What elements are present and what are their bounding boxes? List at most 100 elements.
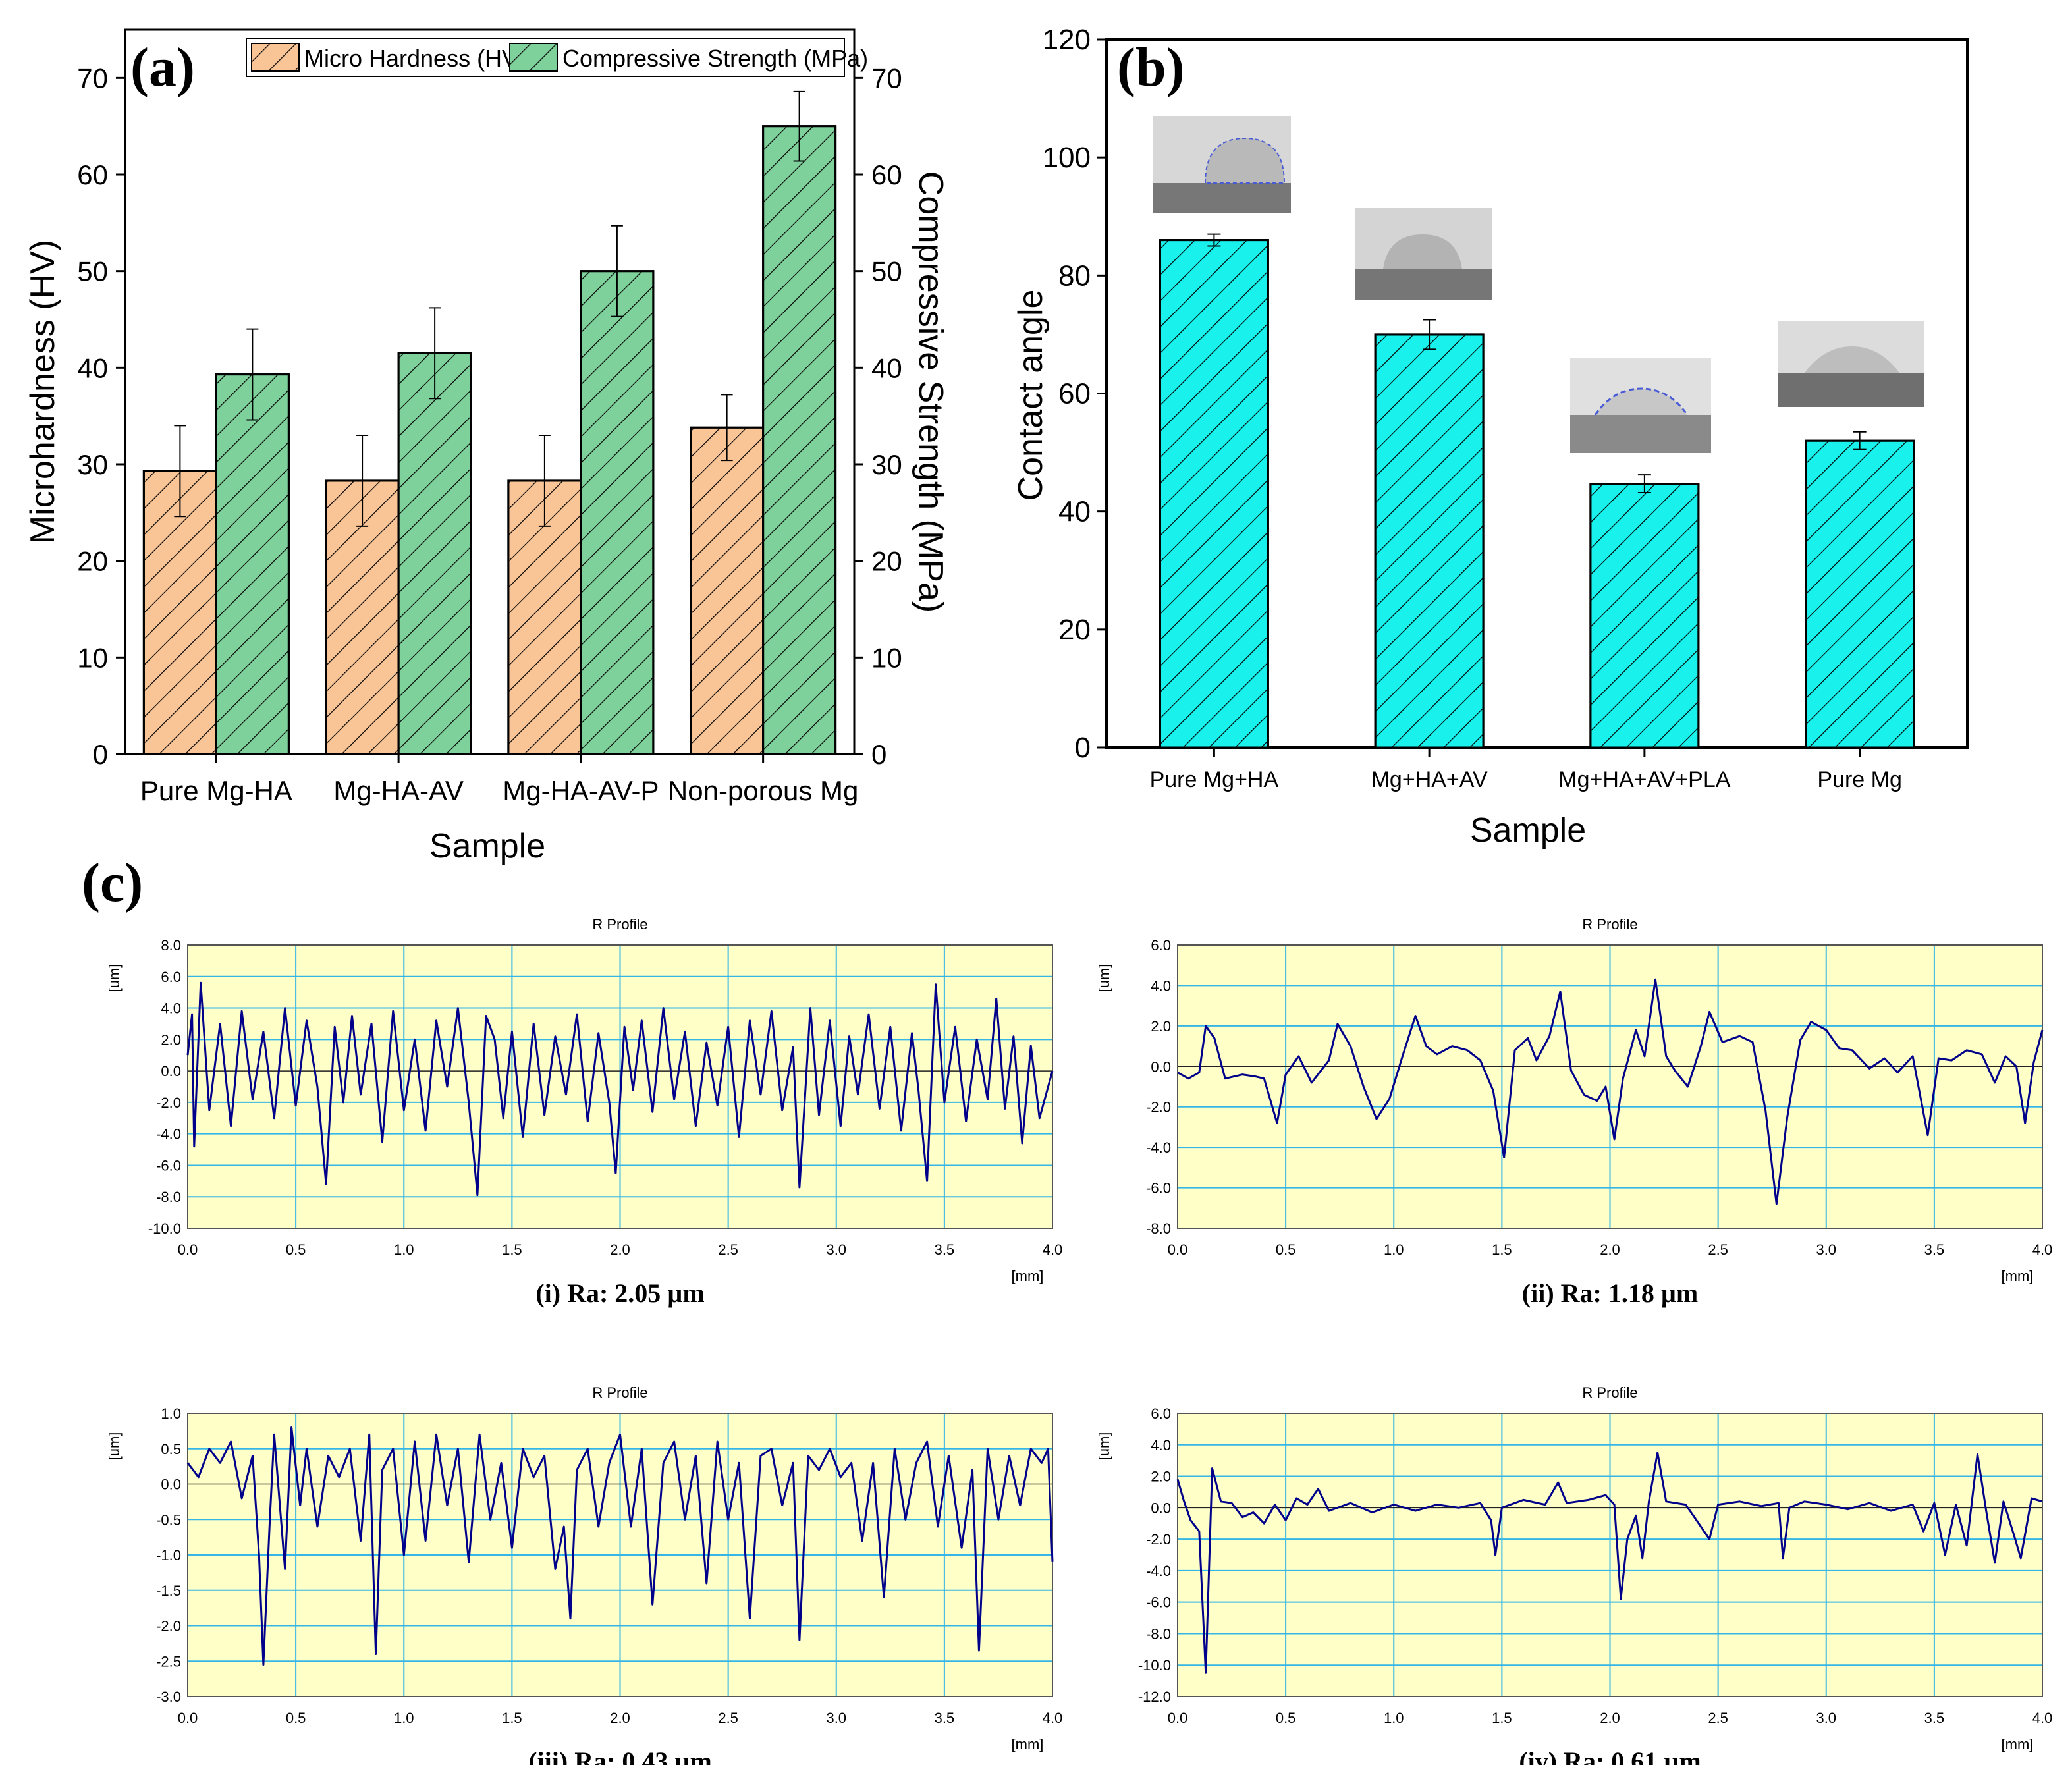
- y-tick-label: -2.0: [1146, 1531, 1171, 1548]
- y-tick-label: 0.0: [1151, 1058, 1171, 1075]
- panel-a-right-axis: 0 10 20 30 40 50 60 70: [854, 63, 902, 770]
- y-tick-label: -12.0: [1138, 1689, 1171, 1705]
- y-tick-label: -2.5: [156, 1653, 181, 1670]
- x-unit-label: [mm]: [1012, 1268, 1044, 1284]
- panel-a-xlabel: Sample: [429, 827, 545, 865]
- bar-hatch: [142, 470, 217, 755]
- y-tick-label-right: 0: [871, 739, 886, 770]
- x-tick-label: 2.5: [1708, 1710, 1728, 1726]
- panel-c-label: (c): [82, 852, 143, 913]
- roughness-profile-line: [1177, 978, 2044, 1205]
- y-tick-label: -3.0: [156, 1689, 181, 1705]
- panel-b-x-axis: Pure Mg+HA Mg+HA+AV Mg+HA+AV+PLA Pure Mg: [1150, 747, 1902, 792]
- ra-caption: (ii) Ra: 1.18 µm: [1522, 1278, 1698, 1308]
- y-tick-label: -4.0: [1146, 1139, 1171, 1156]
- y-tick-label: -4.0: [1146, 1563, 1171, 1579]
- x-tick-label: 2.5: [718, 1241, 738, 1258]
- panel-a-left-axis: 0 10 20 30 40 50 60 70: [77, 63, 125, 770]
- x-tick-label: 1.5: [502, 1710, 522, 1726]
- chart-title: R Profile: [1582, 916, 1637, 933]
- y-tick-label: -8.0: [156, 1189, 181, 1205]
- chart-title: R Profile: [1582, 1384, 1637, 1401]
- bar-hatch: [1374, 333, 1485, 749]
- legend-swatch-compressive-hatch: [509, 43, 558, 72]
- x-tick-label: 0.0: [178, 1241, 198, 1258]
- y-tick-label: -6.0: [1146, 1594, 1171, 1611]
- panel-b-label: (b): [1117, 37, 1185, 98]
- y-tick-label: 10: [77, 642, 108, 673]
- plot-frame: [187, 944, 1053, 1229]
- y-tick-label-right: 10: [871, 642, 902, 673]
- plot-frame: [1177, 944, 2043, 1229]
- x-tick-label: 3.0: [826, 1710, 846, 1726]
- x-unit-label: [mm]: [2002, 1736, 2034, 1752]
- x-tick-label: Mg-HA-AV: [333, 775, 464, 806]
- x-tick-label: 1.5: [1492, 1241, 1512, 1258]
- y-tick-label: 60: [1058, 378, 1091, 410]
- bar-hatch: [1805, 439, 1915, 749]
- y-tick-label: 70: [77, 63, 108, 94]
- x-tick-label: 2.5: [718, 1710, 738, 1726]
- droplet-substrate: [1153, 183, 1291, 213]
- plot-frame: [1177, 1413, 2043, 1697]
- bar-hatch: [762, 125, 837, 755]
- y-tick-label: 6.0: [1151, 937, 1171, 954]
- r-profile-chart: 0.0 0.5 1.0 1.5 2.0 2.5 3.0 3.5 4.0 6.0 4.0 2.0 0.0 -…: [1096, 916, 2052, 1308]
- x-tick-label: Pure Mg+HA: [1150, 767, 1279, 792]
- x-tick-label: 3.5: [1924, 1710, 1945, 1726]
- y-tick-label: 0: [93, 739, 108, 770]
- y-tick-label-right: 70: [871, 63, 902, 94]
- ra-caption: (iv) Ra: 0.61 µm: [1519, 1747, 1701, 1765]
- panel-a-ylabel-right: Compressive Strength (MPa): [912, 171, 950, 612]
- panel-a-label: (a): [130, 37, 195, 98]
- y-tick-label: 120: [1043, 24, 1091, 56]
- x-tick-label: 2.0: [610, 1710, 630, 1726]
- y-tick-label: -6.0: [156, 1157, 181, 1174]
- y-tick-label-right: 60: [871, 159, 902, 190]
- x-tick-label: 1.0: [394, 1241, 414, 1258]
- droplet-photo-mg-ha-av: [1355, 208, 1492, 300]
- legend-swatch-hardness-hatch: [251, 43, 300, 72]
- panel-a-bars: [142, 90, 837, 755]
- y-tick-label: -1.5: [156, 1583, 181, 1599]
- x-tick-label: Non-porous Mg: [668, 775, 858, 806]
- bar-hatch: [1589, 483, 1700, 749]
- y-tick-label-right: 20: [871, 546, 902, 577]
- ra-caption: (i) Ra: 2.05 µm: [535, 1278, 704, 1308]
- y-tick-label: 8.0: [161, 937, 181, 954]
- roughness-profile-line: [186, 981, 1054, 1197]
- panel-a-x-axis: Pure Mg-HA Mg-HA-AV Mg-HA-AV-P Non-porous M…: [140, 754, 858, 806]
- y-tick-label-right: 40: [871, 352, 902, 383]
- x-tick-label: 3.0: [826, 1241, 846, 1258]
- bar-hatch: [215, 373, 290, 755]
- panel-b-chart: 0 20 40 60 80 100 120 Pure Mg+HA Mg+HA+AV Mg+HA+…: [1012, 24, 1969, 850]
- bar-hatch: [690, 426, 765, 755]
- y-tick-label: 6.0: [161, 969, 181, 985]
- chart-title: R Profile: [592, 1384, 647, 1401]
- droplet-photo-pure-mg-ha: [1153, 116, 1291, 213]
- x-tick-label: 0.5: [286, 1710, 306, 1726]
- legend-label-compressive: Compressive Strength (MPa): [562, 45, 868, 72]
- panel-a-frame: [124, 28, 856, 755]
- y-tick-label: 6.0: [1151, 1405, 1171, 1422]
- droplet-shape: [1204, 137, 1286, 184]
- x-tick-label: 2.5: [1708, 1241, 1728, 1258]
- x-tick-label: 3.0: [1816, 1241, 1836, 1258]
- x-tick-label: 1.5: [502, 1241, 522, 1258]
- droplet-shape: [1805, 346, 1899, 373]
- droplet-photo-mg-ha-av-pla: [1570, 358, 1711, 453]
- droplet-shape: [1383, 234, 1462, 269]
- panel-c-profiles: 0.0 0.5 1.0 1.5 2.0 2.5 3.0 3.5 4.08.06.04.02.00…: [106, 916, 2052, 1765]
- panel-b-y-axis: 0 20 40 60 80 100 120: [1043, 24, 1106, 764]
- x-tick-label: Mg-HA-AV-P: [503, 775, 659, 806]
- y-tick-label: 0.0: [1151, 1500, 1171, 1516]
- x-tick-label: 4.0: [1043, 1710, 1063, 1726]
- y-tick-label: 0: [1075, 732, 1091, 764]
- r-profile-chart: 0.0 0.5 1.0 1.5 2.0 2.5 3.0 3.5 4.0 1.0 0.5 0.0 -0.5…: [106, 1384, 1062, 1765]
- x-tick-label: Mg+HA+AV: [1371, 767, 1488, 792]
- y-tick-label: -2.0: [156, 1095, 181, 1111]
- y-tick-label: 50: [77, 256, 108, 287]
- x-tick-label: Mg+HA+AV+PLA: [1558, 767, 1730, 792]
- x-tick-label: 1.5: [1492, 1710, 1512, 1726]
- y-tick-label: -0.5: [156, 1511, 181, 1528]
